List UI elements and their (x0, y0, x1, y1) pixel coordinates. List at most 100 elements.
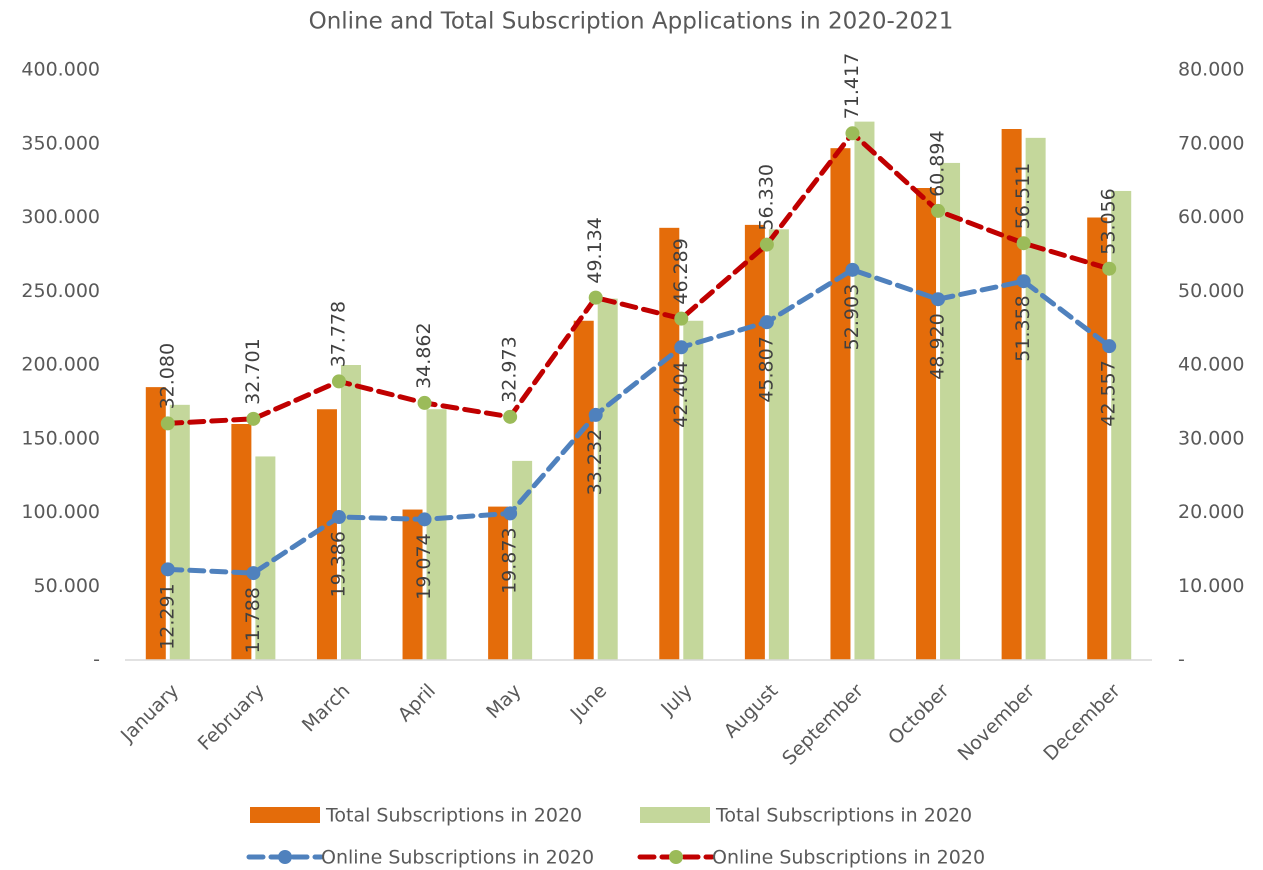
marker (759, 315, 774, 330)
data-label: 32.080 (156, 343, 178, 409)
marker (674, 340, 689, 355)
data-label: 34.862 (413, 322, 435, 388)
data-label: 45.807 (755, 336, 777, 402)
bar (512, 460, 533, 660)
y2-tick-label: 70.000 (1178, 132, 1244, 154)
bar (1001, 129, 1022, 660)
bar (1087, 217, 1108, 660)
y-tick-label: 250.000 (21, 280, 100, 302)
marker (417, 395, 432, 410)
bar (659, 227, 680, 660)
marker (588, 290, 603, 305)
data-label: 12.291 (156, 583, 178, 649)
marker (160, 562, 175, 577)
bar (426, 409, 447, 660)
x-tick-label: May (482, 680, 525, 723)
marker (1102, 339, 1117, 354)
bar (916, 188, 937, 660)
x-tick-label: July (656, 680, 696, 720)
bar (768, 229, 789, 661)
marker (759, 237, 774, 252)
bar (169, 404, 190, 660)
data-label: 56.511 (1012, 163, 1034, 229)
y-tick-label: 350.000 (21, 132, 100, 154)
bar (402, 509, 423, 660)
legend-label: Total Subscriptions in 2020 (715, 805, 972, 827)
x-tick-label: January (116, 680, 183, 747)
y2-tick-label: 40.000 (1178, 354, 1244, 376)
bar (744, 224, 765, 660)
x-tick-label: June (566, 680, 612, 726)
legend-label: Total Subscriptions in 2020 (325, 805, 582, 827)
legend-label: Online Subscriptions in 2020 (712, 847, 985, 869)
marker (931, 292, 946, 307)
data-label: 19.873 (499, 527, 521, 593)
bar (830, 148, 851, 661)
data-label: 71.417 (841, 53, 863, 119)
y-tick-label: - (93, 649, 100, 671)
chart-title: Online and Total Subscription Applicatio… (309, 9, 954, 35)
data-label: 37.778 (327, 301, 349, 367)
marker (246, 411, 261, 426)
data-label: 19.386 (327, 531, 349, 597)
x-tick-label: September (778, 680, 868, 770)
data-label: 42.404 (670, 361, 692, 427)
marker (931, 203, 946, 218)
x-tick-label: August (720, 680, 783, 743)
bar (573, 320, 594, 660)
legend-swatch (250, 807, 320, 823)
bar (316, 409, 337, 660)
data-label: 19.074 (413, 533, 435, 599)
bar (940, 162, 961, 661)
marker (1016, 236, 1031, 251)
y-tick-label: 50.000 (34, 575, 100, 597)
y2-tick-label: - (1178, 649, 1185, 671)
bar (488, 506, 509, 660)
y2-tick-label: 60.000 (1178, 206, 1244, 228)
data-label: 52.903 (841, 284, 863, 350)
line (165, 129, 1112, 426)
legend-label: Online Subscriptions in 2020 (321, 847, 594, 869)
marker (674, 311, 689, 326)
marker (246, 566, 261, 581)
x-tick-label: March (298, 680, 355, 737)
data-label: 32.973 (499, 336, 521, 402)
y-tick-label: 200.000 (21, 354, 100, 376)
bar (255, 456, 276, 660)
bar (1111, 190, 1132, 660)
bar (340, 365, 361, 660)
y-tick-label: 400.000 (21, 59, 100, 81)
y-tick-label: 150.000 (21, 427, 100, 449)
marker (160, 416, 175, 431)
x-tick-label: October (884, 680, 953, 749)
x-tick-label: December (1039, 680, 1124, 765)
data-label: 48.920 (927, 313, 949, 379)
line (165, 267, 1112, 576)
y-tick-label: 100.000 (21, 501, 100, 523)
marker (503, 506, 518, 521)
data-label: 53.056 (1098, 188, 1120, 254)
bar (683, 320, 704, 660)
legend-swatch (640, 807, 710, 823)
x-tick-label: April (394, 680, 440, 726)
x-tick-label: February (194, 680, 269, 755)
y2-tick-label: 10.000 (1178, 575, 1244, 597)
y2-tick-label: 80.000 (1178, 59, 1244, 81)
data-label: 32.701 (242, 338, 264, 404)
legend-marker (669, 850, 683, 864)
legend-marker (278, 850, 292, 864)
marker (503, 409, 518, 424)
data-label: 42.557 (1098, 360, 1120, 426)
bar (854, 121, 875, 660)
marker (1102, 261, 1117, 276)
data-label: 49.134 (584, 217, 606, 283)
marker (331, 510, 346, 525)
data-label: 56.330 (755, 164, 777, 230)
bar (231, 424, 252, 660)
y2-tick-label: 20.000 (1178, 501, 1244, 523)
y2-tick-label: 30.000 (1178, 427, 1244, 449)
data-label: 11.788 (242, 587, 264, 653)
data-label: 46.289 (670, 238, 692, 304)
bar (597, 298, 618, 660)
